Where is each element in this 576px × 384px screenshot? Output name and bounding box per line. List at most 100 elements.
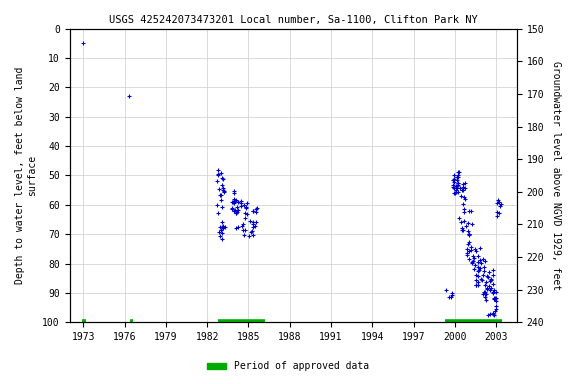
Point — [446, 294, 456, 300]
Point — [248, 224, 257, 230]
Point — [480, 291, 490, 298]
Point — [482, 273, 491, 279]
Point — [489, 312, 498, 318]
Point — [230, 188, 239, 194]
Point — [455, 215, 464, 221]
Point — [469, 253, 478, 259]
Point — [215, 228, 224, 235]
Point — [490, 308, 499, 314]
Point — [214, 167, 223, 173]
Point — [459, 218, 468, 224]
Point — [457, 227, 467, 233]
Point — [452, 183, 461, 189]
Point — [494, 197, 503, 203]
Point — [449, 176, 458, 182]
Point — [230, 207, 240, 213]
Point — [476, 260, 486, 266]
Point — [449, 184, 458, 190]
Point — [217, 182, 226, 188]
Point — [474, 264, 483, 270]
Point — [475, 265, 484, 271]
Point — [244, 233, 253, 239]
Point — [233, 224, 242, 230]
Point — [238, 227, 248, 233]
Legend: Period of approved data: Period of approved data — [203, 358, 373, 375]
Point — [491, 296, 500, 302]
Point — [480, 258, 489, 264]
Point — [487, 285, 496, 291]
Point — [218, 230, 227, 237]
Point — [457, 225, 466, 232]
Point — [491, 289, 501, 295]
Point — [453, 182, 463, 189]
Point — [472, 277, 481, 283]
Point — [240, 232, 249, 238]
Point — [453, 180, 462, 186]
Point — [453, 174, 462, 180]
Point — [473, 258, 482, 265]
Point — [233, 209, 242, 215]
Point — [449, 182, 458, 188]
Point — [453, 189, 463, 195]
Point — [494, 199, 503, 205]
Point — [231, 210, 240, 216]
Point — [249, 208, 258, 214]
Point — [491, 298, 501, 305]
Point — [217, 197, 226, 203]
Point — [448, 184, 457, 190]
Point — [246, 218, 255, 224]
Point — [218, 175, 227, 181]
Point — [217, 219, 226, 225]
Point — [467, 247, 476, 253]
Point — [482, 291, 491, 297]
Point — [464, 208, 473, 214]
Point — [214, 186, 223, 192]
Point — [213, 170, 222, 177]
Point — [491, 295, 501, 301]
Point — [484, 269, 494, 275]
Point — [248, 207, 257, 214]
Point — [463, 250, 472, 256]
Point — [467, 260, 476, 266]
Point — [487, 276, 496, 283]
Point — [473, 282, 483, 288]
Point — [240, 202, 249, 208]
Point — [237, 222, 246, 228]
Point — [490, 295, 499, 301]
Point — [484, 283, 493, 290]
Point — [491, 303, 501, 310]
Point — [479, 255, 488, 262]
Point — [447, 292, 456, 298]
Point — [233, 199, 242, 205]
Point — [467, 208, 476, 214]
Point — [458, 227, 467, 233]
Point — [248, 221, 257, 227]
Point — [488, 311, 498, 317]
Point — [217, 192, 226, 199]
Point — [240, 227, 249, 233]
Point — [220, 187, 229, 194]
Point — [240, 210, 249, 216]
Point — [454, 169, 464, 175]
Point — [488, 267, 497, 273]
Point — [470, 262, 479, 268]
Point — [252, 205, 261, 211]
Point — [488, 281, 497, 287]
Point — [494, 210, 503, 217]
Point — [467, 221, 476, 227]
Point — [445, 294, 454, 300]
Point — [218, 187, 228, 193]
Point — [491, 306, 500, 312]
Point — [232, 225, 241, 231]
Point — [458, 181, 467, 187]
Y-axis label: Depth to water level, feet below land
surface: Depth to water level, feet below land su… — [15, 67, 37, 284]
Point — [220, 224, 229, 230]
Point — [228, 205, 237, 211]
Point — [495, 203, 504, 209]
Point — [236, 200, 245, 207]
Point — [464, 239, 473, 245]
Point — [461, 185, 470, 191]
Point — [242, 211, 251, 217]
Point — [473, 268, 482, 274]
Point — [236, 203, 245, 209]
